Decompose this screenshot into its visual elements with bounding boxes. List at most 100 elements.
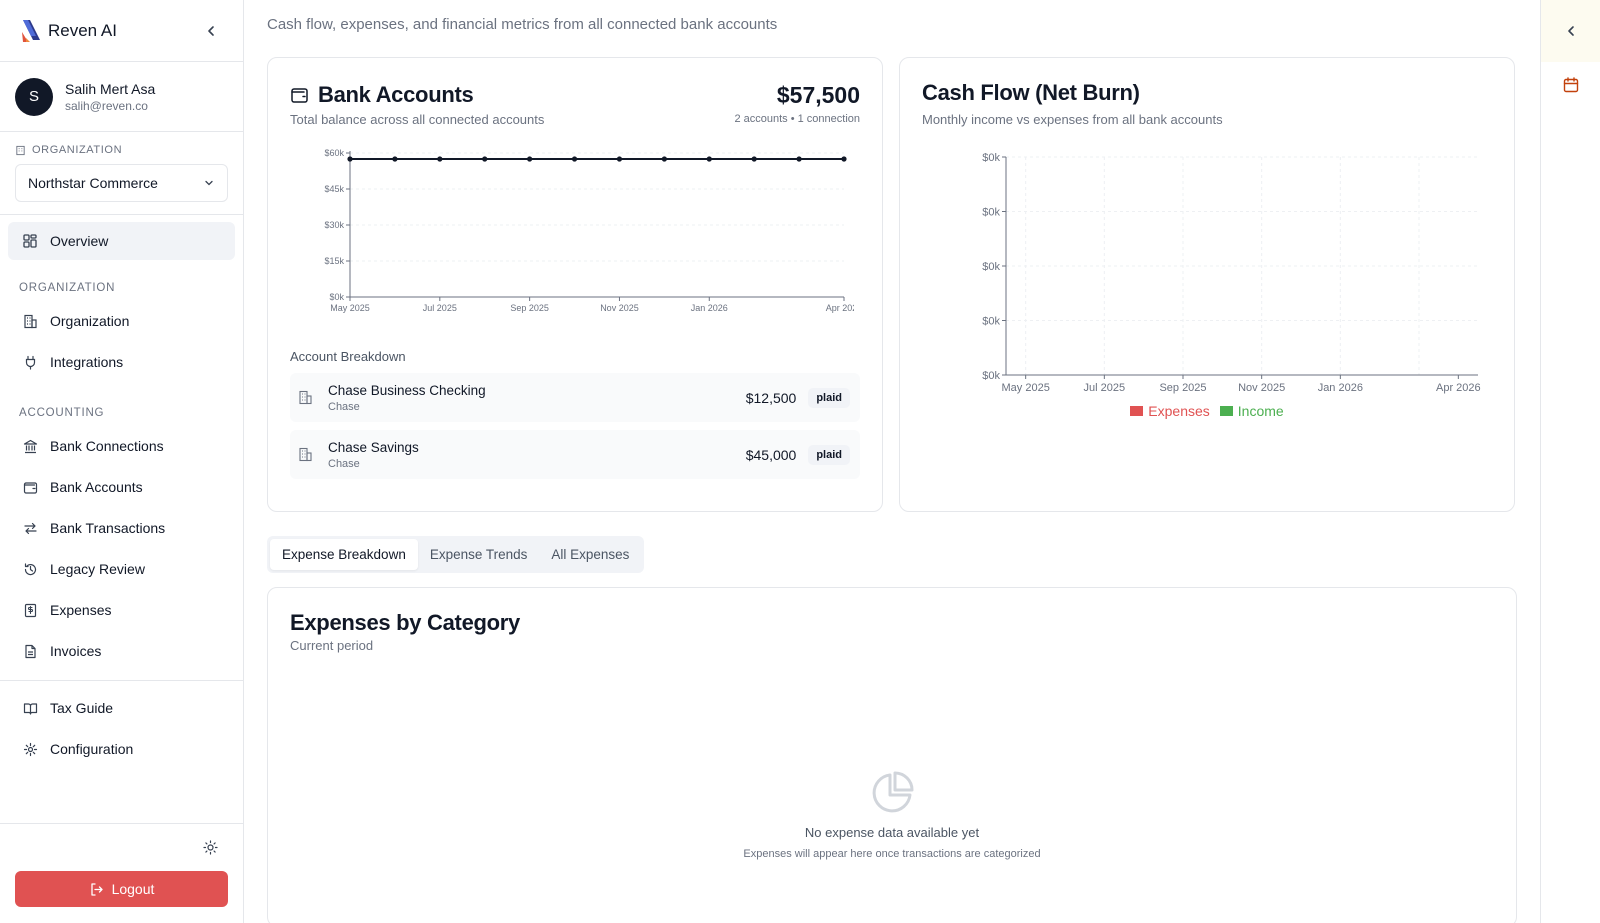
- organization-selector-block: ORGANIZATION Northstar Commerce: [0, 132, 243, 215]
- card-title: Expenses by Category: [290, 610, 520, 635]
- sidebar-item-organization[interactable]: Organization: [8, 302, 235, 340]
- cards-row: Bank Accounts Total balance across all c…: [267, 57, 1517, 512]
- avatar: S: [15, 77, 53, 116]
- sidebar-item-bank-accounts[interactable]: Bank Accounts: [8, 468, 235, 506]
- sidebar-item-configuration[interactable]: Configuration: [8, 730, 235, 768]
- sidebar-item-label: Organization: [50, 313, 130, 329]
- balance-point: [841, 156, 847, 162]
- collapse-sidebar-button[interactable]: [199, 19, 223, 43]
- section-label-accounting: ACCOUNTING: [19, 407, 105, 419]
- x-tick-label: Sep 2025: [510, 303, 549, 313]
- balance-point: [616, 156, 623, 162]
- legend-item-expenses[interactable]: Expenses: [1130, 403, 1210, 419]
- y-tick-label: $0k: [982, 261, 1000, 273]
- sun-icon: [203, 840, 218, 855]
- balance-point: [347, 156, 353, 162]
- sidebar-item-bank-transactions[interactable]: Bank Transactions: [8, 509, 235, 547]
- sidebar-item-invoices[interactable]: Invoices: [8, 632, 235, 670]
- cash-flow-card: Cash Flow (Net Burn) Monthly income vs e…: [899, 57, 1515, 512]
- sidebar-item-integrations[interactable]: Integrations: [8, 343, 235, 381]
- wallet-icon: [22, 479, 38, 495]
- chevron-left-icon: [1567, 26, 1574, 36]
- brand-header: Reven AI: [0, 0, 243, 62]
- building-icon: [298, 390, 314, 405]
- total-balance: $57,500: [776, 82, 860, 108]
- sidebar-item-legacy-review[interactable]: Legacy Review: [8, 550, 235, 588]
- sidebar-item-label: Configuration: [50, 741, 134, 757]
- brand-name: Reven AI: [48, 20, 117, 40]
- sidebar-item-overview[interactable]: Overview: [8, 222, 235, 260]
- sidebar-item-label: Bank Accounts: [50, 479, 143, 495]
- account-institution: Chase: [328, 400, 360, 413]
- organization-select[interactable]: Northstar Commerce: [15, 164, 228, 202]
- legend-item-income[interactable]: Income: [1219, 403, 1284, 419]
- chart-legend: Expenses Income: [922, 403, 1492, 419]
- tab-expense-trends[interactable]: Expense Trends: [429, 547, 528, 562]
- building-icon: [298, 447, 314, 462]
- accounts-meta: 2 accounts • 1 connection: [734, 113, 860, 125]
- account-name: Chase Business Checking: [328, 382, 486, 398]
- theme-toggle-button[interactable]: [15, 840, 228, 855]
- sidebar-item-label: Invoices: [50, 643, 102, 659]
- legend-swatch-expenses: [1130, 406, 1144, 416]
- plug-icon: [22, 354, 38, 370]
- tab-all-expenses[interactable]: All Expenses: [551, 547, 630, 562]
- y-tick-label: $45k: [324, 184, 344, 194]
- card-title-row: Bank Accounts: [290, 82, 860, 108]
- legend-label: Expenses: [1148, 403, 1210, 419]
- balance-line-chart: $0k $15k $30k $45k $60k May 2025 Jul 2025 Sep 2…: [324, 148, 854, 313]
- account-amount: $45,000: [745, 446, 797, 463]
- card-subtitle: Monthly income vs expenses from all bank…: [922, 112, 1223, 127]
- log-out-icon: [90, 882, 103, 896]
- organization-label: ORGANIZATION: [15, 144, 228, 156]
- sidebar-item-bank-connections[interactable]: Bank Connections: [8, 427, 235, 465]
- x-tick-label: Jul 2025: [423, 303, 457, 313]
- tab-expense-breakdown[interactable]: Expense Breakdown: [270, 539, 418, 570]
- source-badge: plaid: [808, 387, 850, 408]
- book-open-icon: [22, 700, 38, 716]
- y-tick-label: $0k: [982, 152, 1000, 164]
- layout-grid-icon: [22, 233, 38, 249]
- receipt-icon: [22, 602, 38, 618]
- account-institution: Chase: [328, 457, 360, 470]
- arrows-left-right-icon: [22, 520, 38, 536]
- account-row[interactable]: Chase Business Checking Chase $12,500 pl…: [290, 373, 860, 422]
- user-name: Salih Mert Asa: [65, 80, 156, 97]
- y-tick-label: $0k: [329, 292, 344, 302]
- y-tick-label: $60k: [324, 148, 344, 158]
- y-tick-label: $15k: [324, 256, 344, 266]
- user-profile[interactable]: S Salih Mert Asa salih@reven.co: [0, 62, 243, 132]
- calendar-button[interactable]: [1541, 76, 1600, 94]
- expand-panel-button[interactable]: [1541, 0, 1600, 62]
- right-rail: [1540, 0, 1600, 923]
- y-tick-label: $0k: [982, 370, 1000, 382]
- source-badge: plaid: [808, 444, 850, 465]
- bank-accounts-card: Bank Accounts Total balance across all c…: [267, 57, 883, 512]
- chevron-left-icon: [208, 25, 214, 36]
- pie-chart-icon: [268, 771, 1516, 815]
- file-text-icon: [22, 643, 38, 659]
- expenses-by-category-card: Expenses by Category Current period No e…: [267, 587, 1517, 923]
- building-icon: [16, 145, 25, 155]
- account-name: Chase Savings: [328, 439, 419, 455]
- account-row[interactable]: Chase Savings Chase $45,000 plaid: [290, 430, 860, 479]
- account-amount: $12,500: [745, 389, 797, 406]
- history-icon: [22, 561, 38, 577]
- x-tick-label: Jan 2026: [1318, 382, 1363, 394]
- settings-gear-icon: [22, 741, 38, 757]
- legend-label: Income: [1237, 403, 1284, 419]
- x-tick-label: Sep 2025: [1159, 382, 1206, 394]
- x-tick-label: Nov 2025: [600, 303, 639, 313]
- balance-point: [751, 156, 757, 162]
- sidebar-item-tax-guide[interactable]: Tax Guide: [8, 689, 235, 727]
- logout-button[interactable]: Logout: [15, 871, 228, 907]
- chevron-down-icon: [205, 180, 213, 186]
- calendar-icon: [1563, 77, 1578, 93]
- sidebar-item-label: Legacy Review: [50, 561, 145, 577]
- bank-total: $57,500 2 accounts • 1 connection: [734, 82, 860, 125]
- sidebar: Reven AI S Salih Mert Asa salih@reven.co…: [0, 0, 244, 923]
- balance-point: [482, 156, 488, 162]
- empty-state-subtitle: Expenses will appear here once transacti…: [743, 848, 1041, 860]
- sidebar-item-expenses[interactable]: Expenses: [8, 591, 235, 629]
